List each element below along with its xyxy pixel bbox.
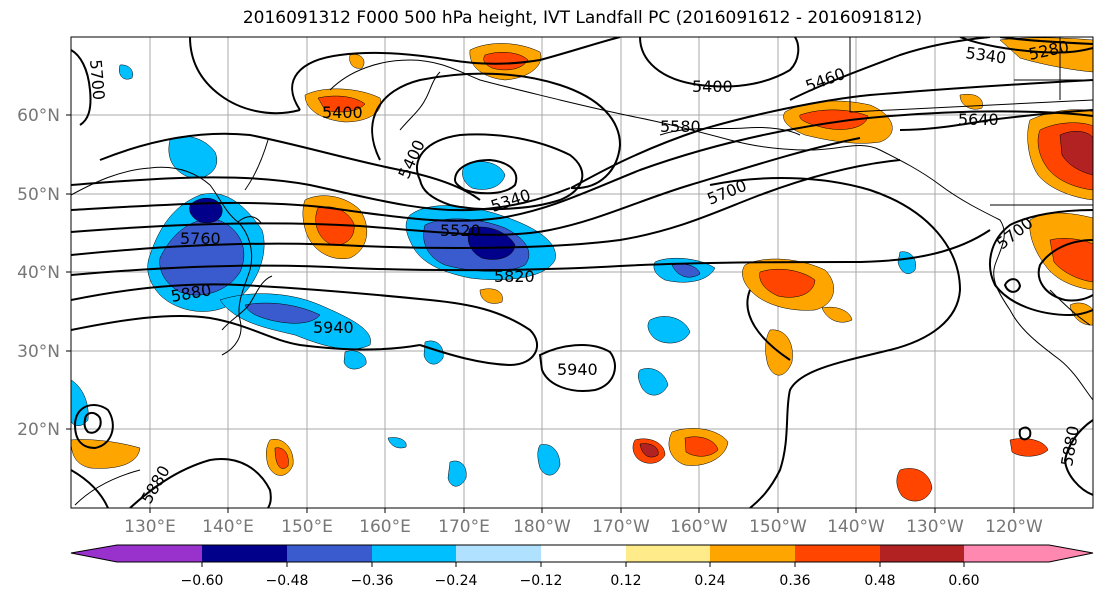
- negative-anomaly-region: [343, 350, 367, 370]
- lat-label: 20°N: [17, 420, 60, 440]
- positive-anomaly-region: [821, 306, 853, 323]
- lon-label: 170°E: [438, 517, 490, 537]
- colorbar-segment: [1049, 545, 1093, 562]
- lon-label: 150°E: [281, 517, 333, 537]
- contour-label: 5760: [180, 229, 221, 248]
- contour-label: 5940: [313, 318, 354, 337]
- negative-anomaly-region: [423, 340, 444, 365]
- negative-anomaly-region: [638, 368, 669, 396]
- lon-label: 130°E: [124, 517, 176, 537]
- positive-anomaly-region: [639, 443, 659, 458]
- colorbar-segment: [202, 545, 287, 562]
- colorbar-segment: [287, 545, 372, 562]
- negative-anomaly-region: [537, 444, 561, 476]
- negative-anomaly-region: [647, 316, 691, 344]
- colorbar-segment: [71, 545, 117, 562]
- negative-anomaly-region: [244, 302, 321, 324]
- positive-anomaly-region: [684, 436, 719, 457]
- colorbar-tick-label: 0.48: [864, 573, 895, 589]
- lon-label: 140°E: [202, 517, 254, 537]
- lat-label: 50°N: [17, 185, 60, 205]
- colorbar-tick-label: −0.36: [351, 573, 394, 589]
- colorbar-tick-label: −0.48: [266, 573, 309, 589]
- positive-anomaly-region: [1049, 238, 1093, 283]
- negative-anomaly-region: [71, 379, 89, 426]
- colorbar-segment: [710, 545, 795, 562]
- positive-anomaly-region: [274, 447, 289, 469]
- lat-label: 60°N: [17, 106, 60, 126]
- colorbar-tick-label: −0.12: [520, 573, 563, 589]
- colorbar-segment: [372, 545, 456, 562]
- contour-label: 5700: [86, 59, 108, 101]
- contour-label: 5820: [494, 267, 535, 286]
- contour-label: 5640: [958, 110, 999, 129]
- positive-anomaly-region: [999, 37, 1093, 73]
- lon-label: 120°W: [985, 517, 1043, 537]
- contour-label: 5400: [322, 103, 363, 122]
- colorbar: −0.60 −0.48 −0.36 −0.24 −0.12 0.12 0.24 …: [70, 544, 1094, 589]
- positive-anomaly-region: [349, 54, 365, 69]
- lon-label: 160°E: [359, 517, 411, 537]
- colorbar-segment: [626, 545, 710, 562]
- colorbar-segment: [880, 545, 964, 562]
- positive-anomaly-region: [483, 52, 529, 71]
- positive-anomaly-region: [479, 288, 503, 304]
- colorbar-tick-label: −0.60: [181, 573, 224, 589]
- colorbar-segment: [964, 545, 1049, 562]
- negative-anomaly-region: [168, 136, 217, 179]
- colorbar-segment: [117, 545, 202, 562]
- colorbar-segment: [456, 545, 541, 562]
- colorbar-outline: [70, 544, 1094, 563]
- contour-label: 5940: [557, 360, 598, 379]
- lon-label: 150°W: [749, 517, 807, 537]
- positive-anomaly-region: [759, 269, 816, 298]
- latitude-labels: 60°N 50°N 40°N 30°N 20°N: [17, 106, 60, 440]
- positive-anomaly-region: [896, 468, 933, 502]
- height-contours: [71, 37, 1093, 508]
- contour-label: 5400: [692, 77, 733, 96]
- negative-anomaly-region: [447, 460, 467, 487]
- colorbar-tick-label: 0.24: [694, 573, 725, 589]
- positive-anomaly-region: [317, 95, 366, 113]
- lon-label: 130°W: [906, 517, 964, 537]
- contour-label: 5580: [660, 117, 701, 136]
- negative-anomaly-region: [119, 64, 133, 80]
- lon-label: 160°W: [670, 517, 728, 537]
- lat-label: 30°N: [17, 342, 60, 362]
- lon-label: 180°W: [513, 517, 571, 537]
- colorbar-tick-label: 0.60: [948, 573, 979, 589]
- axis-ticks: [66, 114, 1015, 513]
- colorbar-tick-label: −0.24: [435, 573, 478, 589]
- lat-label: 40°N: [17, 263, 60, 283]
- negative-anomaly-region: [462, 161, 506, 190]
- coastlines: [71, 37, 1093, 506]
- positive-anomaly-region: [1059, 131, 1093, 176]
- negative-anomaly-region: [387, 437, 407, 449]
- contour-label: 5520: [440, 221, 481, 240]
- colorbar-tick-label: 0.12: [610, 573, 641, 589]
- longitude-labels: 130°E 140°E 150°E 160°E 170°E 180°W 170°…: [124, 517, 1043, 537]
- map-title: 2016091312 F000 500 hPa height, IVT Land…: [242, 8, 923, 28]
- lon-label: 170°W: [592, 517, 650, 537]
- colorbar-segment: [795, 545, 880, 562]
- lon-label: 140°W: [827, 517, 885, 537]
- colorbar-segment: [541, 545, 626, 562]
- colorbar-tick-label: 0.36: [779, 573, 810, 589]
